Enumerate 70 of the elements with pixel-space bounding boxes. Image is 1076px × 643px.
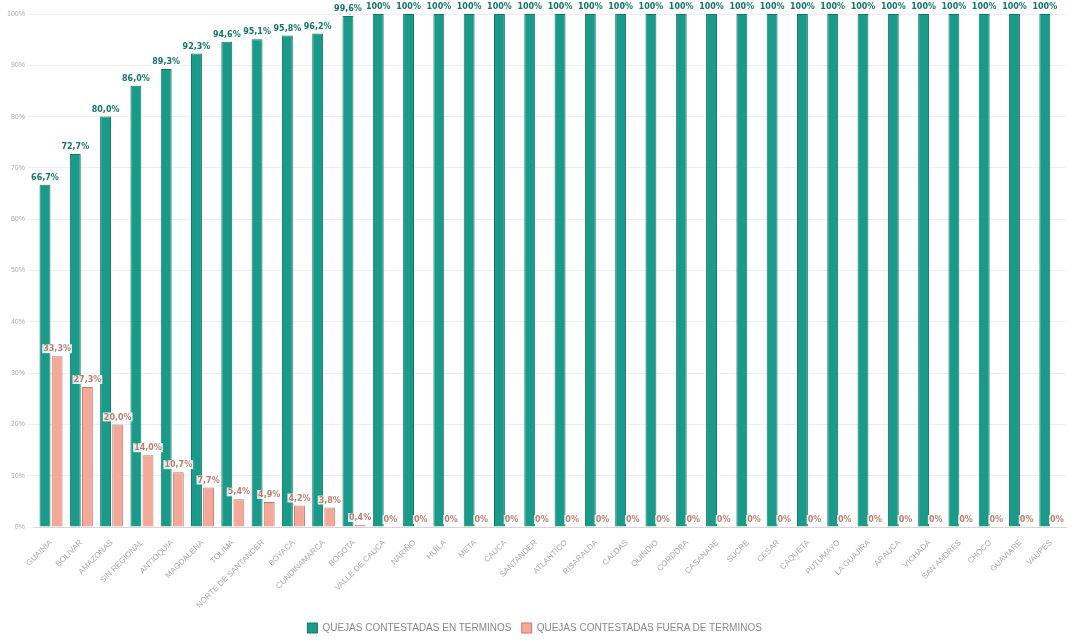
data-label: 0% <box>413 515 428 525</box>
data-label: 100% <box>456 2 482 12</box>
data-label: 0% <box>716 515 731 525</box>
data-label: 100% <box>971 2 997 12</box>
data-label: 14,0% <box>134 443 162 453</box>
data-label: 100% <box>608 2 633 12</box>
data-label: 0% <box>474 515 489 525</box>
data-label: 100% <box>1032 2 1058 12</box>
data-label: 100% <box>790 2 815 12</box>
data-label: 0% <box>565 515 579 525</box>
data-label: 0% <box>383 515 398 525</box>
data-label: 4,9% <box>258 489 281 499</box>
data-label: 0% <box>686 515 701 525</box>
data-label: 100% <box>1002 2 1027 12</box>
data-label: 66,7% <box>31 172 59 182</box>
data-label: 100% <box>365 2 391 12</box>
data-label: 100% <box>668 2 694 12</box>
data-label: 100% <box>850 2 876 12</box>
data-label: 33,3% <box>43 344 71 354</box>
data-label: 100% <box>820 2 846 12</box>
data-label: 80,0% <box>91 104 120 114</box>
data-label: 100% <box>699 2 724 12</box>
data-label: 100% <box>396 2 421 12</box>
data-label: 96,2% <box>303 21 332 31</box>
data-label: 0% <box>1050 515 1064 525</box>
data-label: 100% <box>759 2 785 12</box>
data-label: 0% <box>535 515 549 525</box>
data-label: 100% <box>880 2 906 12</box>
data-label: 86,0% <box>122 73 150 83</box>
legend-label: QUEJAS CONTESTADAS FUERA DE TERMINOS <box>536 621 763 633</box>
data-label: 0% <box>777 515 792 525</box>
data-label: 5,4% <box>227 487 250 497</box>
data-label: 0% <box>959 515 973 525</box>
data-label: 100% <box>911 2 936 12</box>
data-label: 0% <box>807 515 822 525</box>
data-label: 4,2% <box>288 493 311 503</box>
data-label: 0% <box>1019 515 1034 525</box>
data-label: 0% <box>989 515 1004 525</box>
data-label: 0% <box>625 515 640 525</box>
data-label: 100% <box>941 2 967 12</box>
data-label: 27,3% <box>73 375 102 385</box>
data-label: 0% <box>928 515 943 525</box>
data-label: 3,8% <box>318 495 341 505</box>
data-label: 0% <box>838 515 852 525</box>
data-label: 100% <box>577 2 603 12</box>
data-label: 72,7% <box>61 142 90 152</box>
data-label: 100% <box>729 2 755 12</box>
data-label: 100% <box>517 2 543 12</box>
data-label: 0% <box>504 515 519 525</box>
data-label: 100% <box>638 2 664 12</box>
data-label: 89,3% <box>152 56 181 66</box>
data-label: 0% <box>656 515 670 525</box>
data-label: 0,4% <box>348 513 372 523</box>
data-label: 92,3% <box>182 41 211 51</box>
data-label: 100% <box>547 2 573 12</box>
data-label: 0% <box>747 515 761 525</box>
data-label: 99,6% <box>334 4 362 14</box>
data-label: 95,1% <box>243 27 271 37</box>
data-label: 0% <box>595 515 610 525</box>
data-label: 100% <box>426 2 452 12</box>
data-label: 10,7% <box>164 460 193 470</box>
data-label: 94,6% <box>212 29 241 39</box>
data-label: 0% <box>868 515 882 525</box>
legend-label: QUEJAS CONTESTADAS EN TERMINOS <box>322 621 512 633</box>
data-label: 7,7% <box>197 475 220 485</box>
data-label: 20,0% <box>103 412 132 422</box>
data-label: 100% <box>487 2 512 12</box>
data-label: 95,8% <box>273 23 302 33</box>
data-label: 0% <box>444 515 458 525</box>
data-label: 0% <box>898 515 913 525</box>
